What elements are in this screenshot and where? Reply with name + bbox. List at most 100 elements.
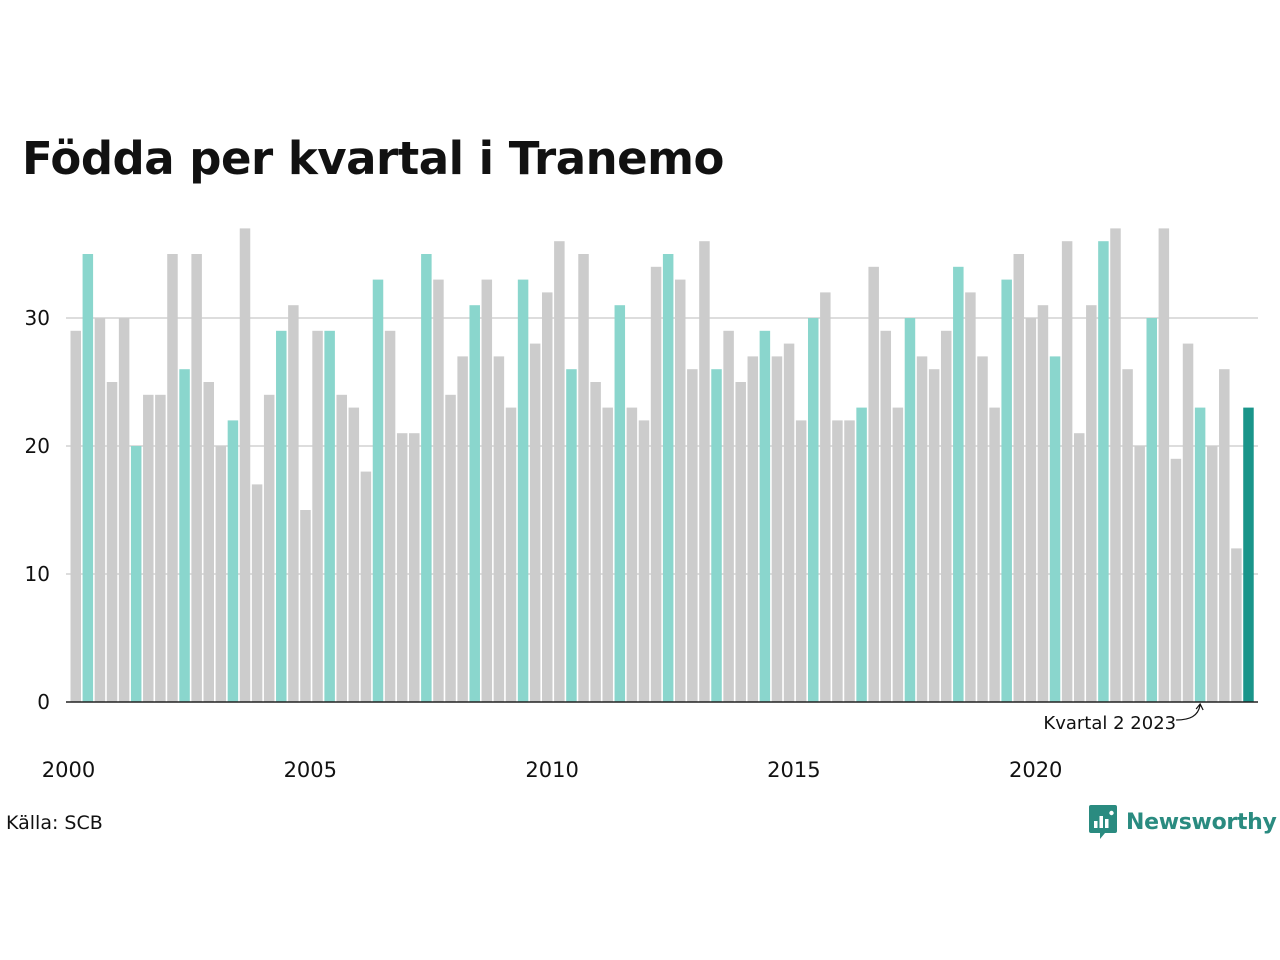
y-axis-ticks: 0 10 20 30 [25, 306, 50, 714]
brand-name: Newsworthy [1126, 809, 1277, 835]
x-tick-label: 2005 [284, 758, 337, 782]
bar [1049, 356, 1061, 702]
bar [1194, 407, 1206, 702]
x-tick-label: 2010 [525, 758, 578, 782]
bar [263, 394, 275, 702]
bar [916, 356, 928, 702]
bar [542, 292, 553, 702]
bar [578, 254, 589, 702]
bar [70, 330, 81, 702]
bar [626, 407, 638, 702]
bar [1146, 318, 1158, 702]
bar [384, 330, 396, 702]
bar [844, 420, 855, 702]
source-note: Källa: SCB [6, 812, 103, 834]
bar [820, 292, 831, 702]
bar [445, 394, 456, 702]
y-tick-label: 20 [25, 434, 50, 458]
bar [650, 266, 662, 702]
annotation: Kvartal 2 2023 [1043, 702, 1204, 734]
y-tick-label: 0 [37, 690, 50, 714]
bar [614, 305, 626, 702]
annotation-arrow [1176, 702, 1204, 721]
bar [106, 382, 118, 702]
bar [1122, 369, 1133, 702]
bar [493, 356, 505, 702]
bar [904, 318, 916, 702]
bar [856, 407, 867, 702]
bar [517, 279, 529, 702]
bar [251, 484, 263, 702]
bar [602, 407, 613, 702]
bar [868, 266, 879, 702]
bar [566, 369, 577, 702]
bar [1037, 305, 1049, 702]
bar [675, 279, 686, 702]
bar [795, 420, 807, 702]
bar [1013, 254, 1025, 702]
bar [747, 356, 759, 702]
bar [771, 356, 783, 702]
y-tick-label: 30 [25, 306, 50, 330]
bar [433, 279, 444, 702]
bar [1073, 433, 1085, 702]
bar [928, 369, 940, 702]
bar [239, 228, 251, 702]
bar [1086, 305, 1097, 702]
bar [167, 254, 178, 702]
bar [143, 394, 154, 702]
bar [1098, 241, 1109, 702]
bar [1025, 318, 1037, 702]
bar [469, 305, 480, 702]
bar [118, 318, 130, 702]
bar [348, 407, 360, 702]
bar [1243, 407, 1254, 702]
bar [638, 420, 650, 702]
bar [409, 433, 420, 702]
bar [300, 510, 311, 702]
bar [1134, 446, 1145, 702]
annotation-label: Kvartal 2 2023 [1043, 713, 1176, 734]
bar [1182, 343, 1194, 702]
bar [529, 343, 541, 702]
bar [940, 330, 952, 702]
bar [1001, 279, 1012, 702]
bar [807, 318, 819, 702]
bar-chart: 0 10 20 30 2000 2005 2010 2015 2020 Kvartal 2 2… [25, 228, 1258, 782]
bar [1219, 369, 1230, 702]
bar [977, 356, 988, 702]
bar [1158, 228, 1170, 702]
bar [662, 254, 674, 702]
bar [94, 318, 106, 702]
bar [481, 279, 493, 702]
bar [783, 343, 795, 702]
bar [130, 446, 142, 702]
bar [82, 254, 94, 702]
bar [505, 407, 517, 702]
bars [70, 228, 1254, 702]
bar [203, 382, 214, 702]
bar [735, 382, 746, 702]
bar [360, 471, 372, 702]
bar [892, 407, 904, 702]
bar [832, 420, 843, 702]
chart-bubble-icon [1089, 805, 1117, 839]
x-tick-label: 2000 [42, 758, 95, 782]
bar [590, 382, 601, 702]
bar [965, 292, 976, 702]
bar [1061, 241, 1073, 702]
bar [699, 241, 710, 702]
bar [421, 254, 432, 702]
bar [711, 369, 722, 702]
x-tick-label: 2020 [1009, 758, 1062, 782]
bar [191, 254, 202, 702]
bar [759, 330, 771, 702]
bar [1170, 458, 1182, 702]
bar [336, 394, 347, 702]
bar [880, 330, 892, 702]
bar [457, 356, 468, 702]
bar [1231, 548, 1242, 702]
bar [953, 266, 964, 702]
bar [324, 330, 335, 702]
bar [215, 446, 227, 702]
